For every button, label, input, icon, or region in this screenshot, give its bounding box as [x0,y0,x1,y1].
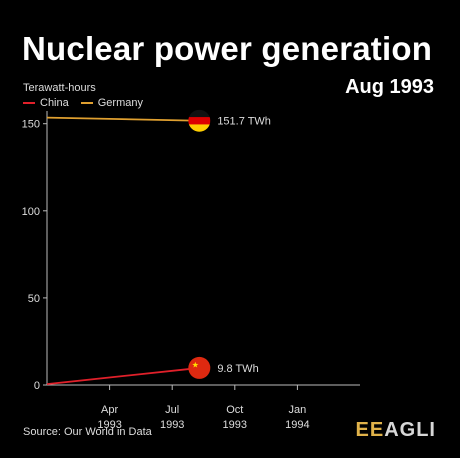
y-tick-label-50: 50 [28,293,40,305]
y-tick-label-100: 100 [22,206,40,218]
legend-swatch-china [23,102,35,104]
germany-flag-icon [188,109,211,132]
legend-label-china: China [40,97,69,109]
series-line-china [46,367,200,386]
series-line-germany [46,116,200,122]
logo-part-ee: EE [355,419,385,441]
x-tick-label-jul-year: 1993 [160,419,184,431]
legend-swatch-germany [80,102,93,104]
x-tick-label-jan-month: Jan [289,404,307,416]
legend-item-germany: Germany [80,97,143,109]
end-label-germany: 151.7 TWh [217,116,271,128]
source-label: Source: Our World in Data [23,426,152,438]
x-tick-label-apr-month: Apr [101,404,118,416]
date-label: Aug 1993 [345,76,434,98]
x-tick-label-jul-month: Jul [165,404,179,416]
logo-part-agli: AGLI [384,419,436,441]
legend: China Germany [23,97,143,109]
x-tick-label-jan-year: 1994 [285,419,309,431]
x-tick-label-oct-month: Oct [226,404,243,416]
y-tick-label-0: 0 [34,380,40,392]
legend-item-china: China [23,97,69,109]
y-tick-label-150: 150 [22,119,40,131]
x-tick-label-apr-year: 1993 [97,419,121,431]
eeagli-logo: EE AGLI [356,419,436,442]
y-unit-label: Terawatt-hours [23,82,96,94]
china-flag-icon [188,356,211,379]
china-flag-star-icon [192,361,199,368]
end-label-china: 9.8 TWh [217,363,258,375]
chart-title: Nuclear power generation [22,30,433,67]
legend-label-germany: Germany [97,97,143,109]
x-tick-label-oct-year: 1993 [223,419,247,431]
